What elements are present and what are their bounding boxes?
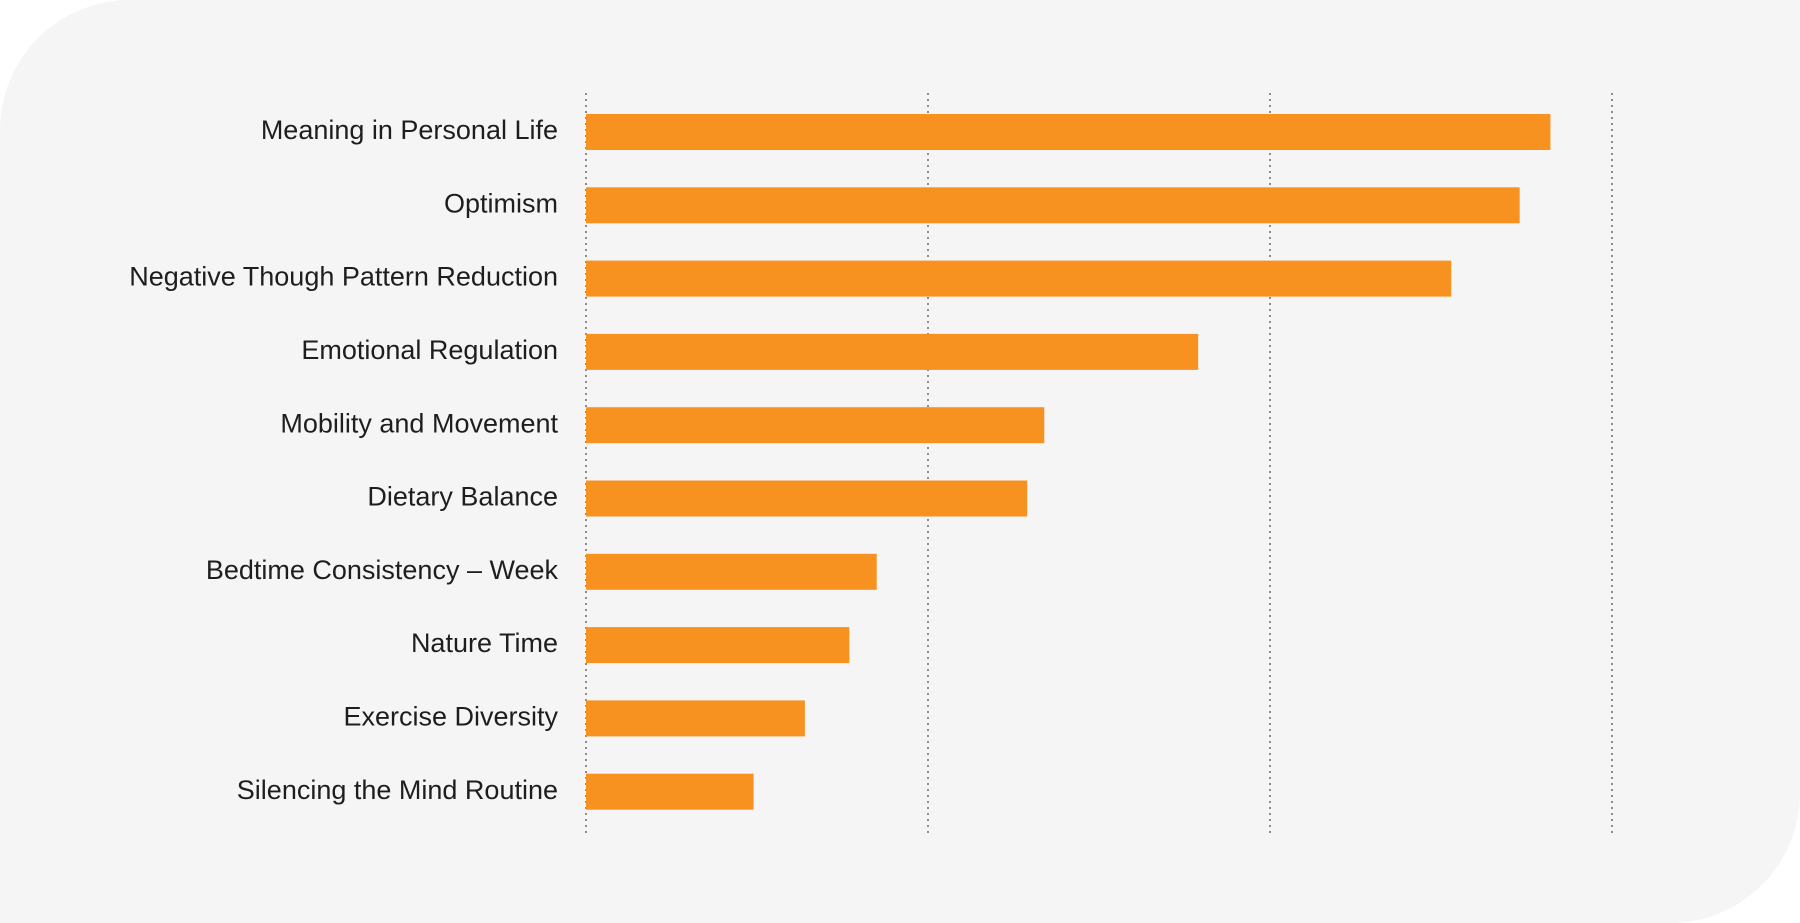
- bar-0: [586, 114, 1551, 150]
- bar-8: [586, 700, 805, 737]
- bar-5: [586, 480, 1028, 517]
- bar-3: [586, 333, 1199, 370]
- category-label-1: Optimism: [444, 188, 558, 218]
- category-label-7: Nature Time: [411, 628, 558, 658]
- bar-9: [586, 773, 754, 810]
- category-label-5: Dietary Balance: [367, 482, 558, 512]
- category-label-6: Bedtime Consistency – Week: [206, 555, 559, 585]
- category-label-0: Meaning in Personal Life: [261, 115, 558, 145]
- bar-7: [586, 627, 850, 664]
- category-label-4: Mobility and Movement: [280, 408, 558, 438]
- bar-2: [586, 260, 1452, 297]
- category-label-3: Emotional Regulation: [301, 335, 558, 365]
- bar-1: [586, 187, 1520, 224]
- category-label-2: Negative Though Pattern Reduction: [129, 262, 558, 292]
- category-label-8: Exercise Diversity: [343, 702, 558, 732]
- category-labels: Meaning in Personal Life Optimism Negative…: [129, 115, 558, 805]
- bars: [586, 114, 1551, 810]
- category-label-9: Silencing the Mind Routine: [237, 775, 558, 805]
- bar-6: [586, 553, 877, 590]
- bar-4: [586, 407, 1045, 444]
